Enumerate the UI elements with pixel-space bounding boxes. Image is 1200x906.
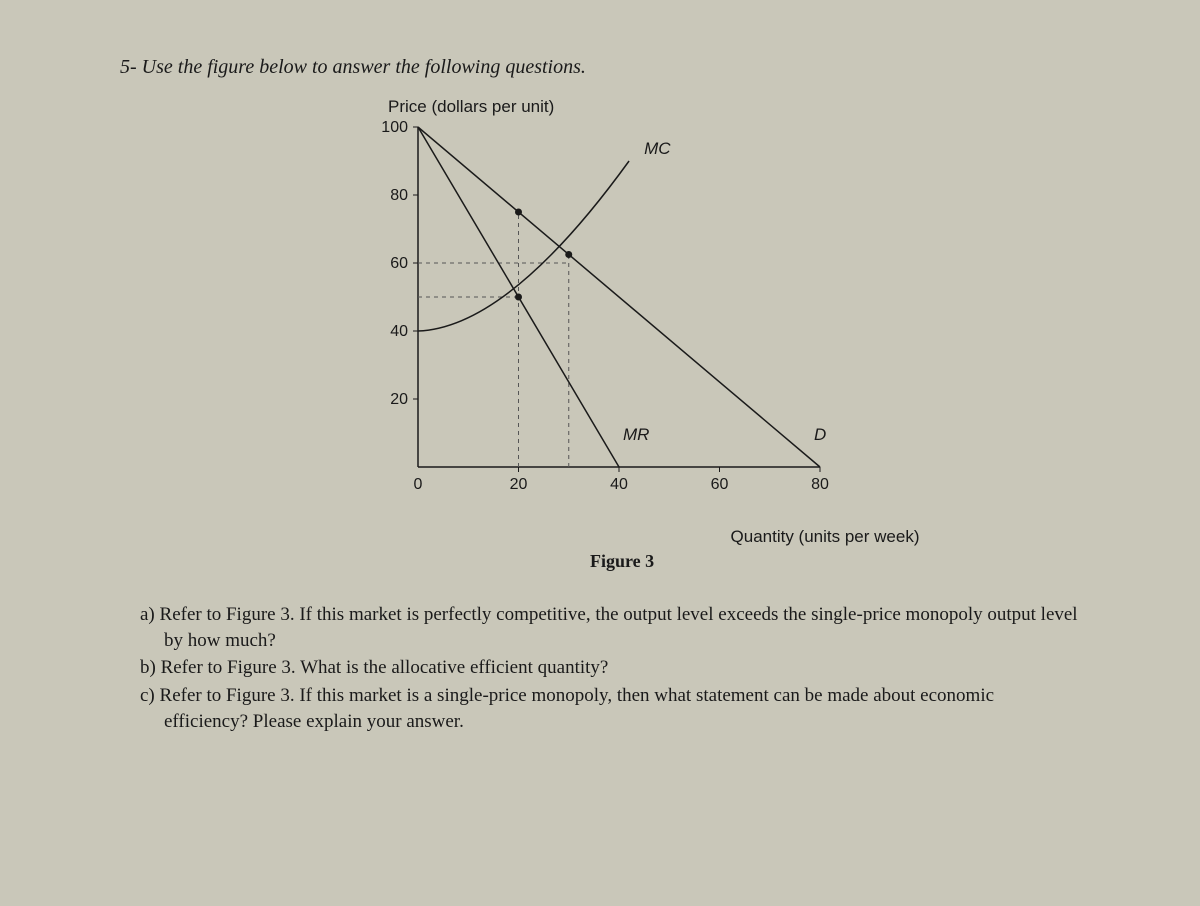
- question-a: a) Refer to Figure 3. If this market is …: [120, 602, 1080, 653]
- question-intro: 5- Use the figure below to answer the fo…: [120, 56, 1080, 79]
- figure-caption: Figure 3: [590, 551, 1080, 572]
- question-b: b) Refer to Figure 3. What is the alloca…: [120, 655, 1080, 681]
- mc-label: MC: [644, 139, 671, 158]
- intersection-marker: [515, 294, 522, 301]
- mr-label: MR: [623, 425, 649, 444]
- y-axis-title: Price (dollars per unit): [388, 97, 1080, 117]
- x-tick-label: 0: [414, 476, 423, 493]
- d-label: D: [814, 425, 826, 444]
- x-tick-label: 60: [711, 476, 729, 493]
- figure-block: Price (dollars per unit) 20 40 60 80 100 0 20 4…: [370, 97, 1080, 572]
- intersection-marker: [515, 209, 522, 216]
- y-tick-label: 80: [390, 187, 408, 204]
- y-tick-label: 100: [381, 121, 408, 136]
- page-root: 5- Use the figure below to answer the fo…: [0, 0, 1200, 776]
- question-c: c) Refer to Figure 3. If this market is …: [120, 683, 1080, 734]
- y-tick-label: 60: [390, 255, 408, 272]
- question-b-text: Refer to Figure 3. What is the allocativ…: [161, 657, 609, 678]
- intersection-marker: [565, 251, 572, 258]
- question-a-text: Refer to Figure 3. If this market is per…: [160, 604, 1078, 651]
- demand-curve: [418, 127, 820, 467]
- y-tick-label: 20: [390, 391, 408, 408]
- x-axis-title: Quantity (units per week): [570, 527, 1080, 547]
- x-tick-label: 40: [610, 476, 628, 493]
- chart-svg: 20 40 60 80 100 0 20 40 60 80 MC MR D: [370, 121, 850, 501]
- chart-container: 20 40 60 80 100 0 20 40 60 80 MC MR D: [370, 121, 850, 521]
- x-tick-label: 80: [811, 476, 829, 493]
- question-c-text: Refer to Figure 3. If this market is a s…: [160, 685, 995, 732]
- question-list: a) Refer to Figure 3. If this market is …: [120, 602, 1080, 734]
- x-tick-label: 20: [510, 476, 528, 493]
- y-tick-label: 40: [390, 323, 408, 340]
